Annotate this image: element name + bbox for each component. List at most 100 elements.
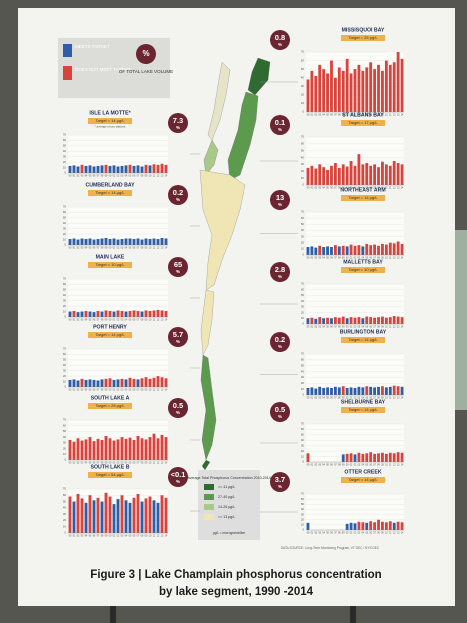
y-tick-label: 0 <box>64 385 66 389</box>
bar <box>357 154 361 185</box>
x-tick-label: 11 <box>153 319 156 322</box>
bar <box>381 316 384 324</box>
x-tick-label: 95 <box>326 397 329 400</box>
easel-leg <box>110 600 116 623</box>
y-tick-label: 20 <box>301 310 305 314</box>
y-tick-label: 0 <box>302 322 304 326</box>
bar <box>80 238 84 245</box>
bar <box>377 453 380 462</box>
volume-value: 0.2 <box>275 335 285 344</box>
bar <box>361 453 365 462</box>
y-tick-label: 10 <box>301 101 305 105</box>
target-label: Target = 14 µg/L <box>95 332 125 337</box>
bar <box>314 388 318 395</box>
x-tick-label: 07 <box>373 532 376 535</box>
x-tick-label: 96 <box>330 532 333 535</box>
x-tick-label: 03 <box>121 247 124 250</box>
x-tick-label: 91 <box>311 114 314 117</box>
x-tick-label: 02 <box>117 389 120 392</box>
bar <box>96 239 100 245</box>
bar <box>112 440 116 460</box>
bar <box>100 501 104 533</box>
x-tick-label: 05 <box>129 175 132 178</box>
bar <box>365 316 369 324</box>
bar <box>377 519 380 530</box>
volume-unit: % <box>278 484 282 489</box>
bar <box>68 239 72 245</box>
x-tick-label: 91 <box>73 535 76 538</box>
x-tick-label: 03 <box>358 114 361 117</box>
bar <box>84 502 88 533</box>
x-tick-label: 07 <box>373 114 376 117</box>
bar <box>353 454 357 462</box>
bar <box>388 64 392 112</box>
x-tick-label: 02 <box>354 114 357 117</box>
x-tick-label: 14 <box>401 187 404 190</box>
bar <box>140 239 144 245</box>
bar <box>341 70 345 112</box>
x-tick-label: 98 <box>338 464 341 467</box>
bar <box>361 318 365 324</box>
bar <box>384 60 388 112</box>
x-tick-label: 12 <box>157 175 160 178</box>
bar <box>152 164 156 173</box>
bar <box>353 317 357 324</box>
bar <box>88 238 92 245</box>
x-tick-label: 11 <box>153 462 156 465</box>
bar <box>345 387 349 395</box>
x-tick-label: 07 <box>137 319 140 322</box>
x-tick-label: 03 <box>121 175 124 178</box>
x-tick-label: 13 <box>397 257 400 260</box>
x-tick-label: 11 <box>389 326 392 329</box>
x-tick-label: 14 <box>165 462 168 465</box>
bar <box>388 317 392 324</box>
x-tick-label: 05 <box>365 187 368 190</box>
x-tick-label: 95 <box>89 175 92 178</box>
bar <box>100 311 104 317</box>
x-tick-label: 91 <box>73 319 76 322</box>
bar <box>136 311 140 317</box>
bar <box>80 164 84 173</box>
y-tick-label: 50 <box>301 433 305 437</box>
x-tick-label: 08 <box>141 535 144 538</box>
data-source: DATA SOURCE: Long-Term Monitoring Progra… <box>281 546 380 550</box>
x-tick-label: 08 <box>377 326 380 329</box>
x-tick-label: 07 <box>137 535 140 538</box>
volume-value: 0.2 <box>173 188 183 197</box>
y-tick-label: 60 <box>63 210 67 214</box>
bar <box>108 438 112 460</box>
x-tick-label: 01 <box>350 532 353 535</box>
x-tick-label: 04 <box>362 257 365 260</box>
x-tick-label: 10 <box>385 532 388 535</box>
bar <box>318 386 322 395</box>
bar <box>108 496 112 533</box>
y-tick-label: 40 <box>301 155 305 159</box>
x-tick-label: 10 <box>385 114 388 117</box>
chart-title: MALLETTS BAY <box>343 259 383 265</box>
x-tick-label: 09 <box>381 464 384 467</box>
bar <box>76 438 80 460</box>
volume-value: 7.3 <box>173 116 183 125</box>
bar <box>124 379 128 387</box>
bar <box>76 166 80 173</box>
y-tick-label: 10 <box>301 454 305 458</box>
bar <box>384 244 388 255</box>
bar <box>140 501 144 533</box>
x-tick-label: 10 <box>149 319 152 322</box>
bar <box>156 164 160 173</box>
bar <box>88 165 92 173</box>
bar <box>116 439 120 460</box>
bar <box>128 238 132 245</box>
bar <box>326 169 329 185</box>
y-tick-label: 40 <box>63 293 67 297</box>
bar <box>148 311 152 317</box>
x-tick-label: 99 <box>105 389 108 392</box>
target-label-bg <box>341 477 385 483</box>
x-tick-label: 06 <box>133 462 136 465</box>
x-tick-label: 94 <box>322 464 325 467</box>
bar <box>152 238 156 245</box>
x-tick-label: 01 <box>350 114 353 117</box>
bar <box>306 387 310 395</box>
x-tick-label: 03 <box>358 257 361 260</box>
bar <box>322 387 326 395</box>
